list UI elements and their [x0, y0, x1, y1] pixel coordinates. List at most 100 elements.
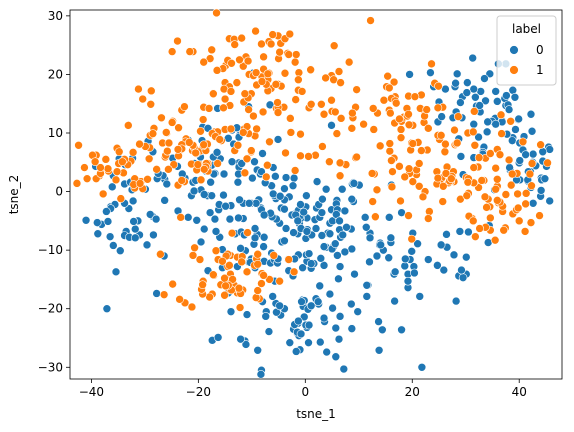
scatter-point-0 — [426, 68, 435, 77]
scatter-point-1 — [369, 125, 379, 134]
scatter-point-0 — [299, 312, 309, 322]
scatter-point-1 — [527, 159, 537, 168]
scatter-point-0 — [257, 167, 266, 176]
scatter-point-0 — [162, 179, 172, 189]
scatter-point-1 — [471, 232, 480, 241]
scatter-point-0 — [462, 88, 472, 97]
scatter-point-0 — [507, 136, 517, 145]
scatter-point-1 — [525, 169, 535, 179]
scatter-point-1 — [191, 148, 200, 158]
scatter-point-1 — [259, 271, 268, 280]
scatter-point-1 — [453, 112, 463, 121]
scatter-point-0 — [196, 237, 206, 247]
scatter-point-1 — [520, 227, 530, 236]
scatter-point-0 — [129, 217, 138, 226]
scatter-point-1 — [195, 255, 205, 264]
scatter-point-1 — [227, 228, 237, 238]
scatter-point-1 — [263, 69, 273, 79]
scatter-point-1 — [230, 40, 240, 49]
scatter-point-1 — [368, 104, 378, 113]
scatter-point-1 — [499, 225, 509, 235]
y-axis: −30 −20 −10 0 10 20 30 — [38, 9, 70, 374]
scatter-point-1 — [263, 160, 272, 170]
scatter-point-1 — [385, 146, 395, 156]
x-tick-label: 40 — [512, 385, 527, 399]
scatter-point-0 — [458, 273, 468, 282]
scatter-point-0 — [271, 172, 280, 181]
scatter-point-1 — [450, 125, 459, 135]
scatter-point-1 — [173, 145, 183, 154]
scatter-point-0 — [281, 173, 291, 182]
scatter-point-1 — [462, 191, 472, 200]
scatter-point-1 — [286, 114, 295, 123]
scatter-point-0 — [536, 186, 546, 195]
scatter-point-1 — [347, 124, 357, 133]
scatter-point-1 — [220, 273, 229, 283]
scatter-point-0 — [183, 213, 193, 222]
scatter-point-1 — [251, 293, 261, 302]
scatter-point-1 — [329, 41, 339, 51]
scatter-point-0 — [483, 117, 492, 127]
scatter-point-0 — [242, 310, 252, 319]
scatter-point-1 — [513, 189, 522, 199]
scatter-point-0 — [365, 257, 374, 267]
scatter-point-1 — [433, 173, 443, 183]
scatter-point-1 — [198, 280, 207, 290]
scatter-point-0 — [210, 214, 220, 224]
scatter-point-1 — [440, 147, 450, 157]
scatter-point-0 — [107, 182, 117, 192]
scatter-point-1 — [384, 83, 394, 93]
scatter-point-0 — [306, 259, 316, 268]
scatter-point-0 — [102, 304, 112, 314]
scatter-point-1 — [134, 84, 143, 94]
scatter-point-1 — [501, 190, 511, 199]
y-tick-label: −20 — [38, 302, 63, 316]
scatter-point-0 — [350, 269, 359, 279]
scatter-point-0 — [192, 215, 202, 225]
scatter-point-0 — [227, 157, 237, 166]
scatter-point-1 — [213, 159, 222, 168]
scatter-point-0 — [526, 109, 536, 119]
legend-entry-1: 1 — [536, 63, 544, 77]
scatter-point-1 — [284, 50, 294, 59]
scatter-point-0 — [145, 210, 155, 219]
scatter-point-1 — [366, 16, 375, 25]
scatter-point-0 — [306, 301, 316, 311]
scatter-point-0 — [280, 236, 289, 246]
scatter-point-1 — [486, 149, 495, 158]
scatter-point-0 — [322, 347, 331, 357]
scatter-point-1 — [368, 197, 377, 206]
scatter-point-1 — [156, 249, 165, 259]
scatter-point-0 — [280, 204, 289, 214]
scatter-point-1 — [527, 181, 536, 191]
scatter-point-0 — [316, 254, 326, 263]
scatter-point-1 — [482, 203, 491, 212]
scatter-point-0 — [340, 247, 350, 257]
scatter-point-1 — [321, 73, 330, 83]
scatter-point-1 — [220, 290, 229, 300]
scatter-point-1 — [375, 141, 385, 151]
scatter-point-1 — [286, 128, 296, 137]
scatter-point-1 — [253, 249, 263, 259]
scatter-point-0 — [397, 325, 406, 335]
scatter-point-1 — [344, 57, 354, 67]
scatter-point-1 — [243, 228, 252, 237]
scatter-point-0 — [528, 198, 538, 208]
scatter-point-0 — [480, 74, 489, 83]
scatter-point-1 — [408, 177, 418, 186]
scatter-point-0 — [256, 370, 266, 379]
scatter-point-0 — [93, 229, 103, 239]
scatter-point-0 — [319, 261, 329, 270]
scatter-point-0 — [403, 276, 413, 286]
scatter-point-1 — [504, 155, 514, 165]
scatter-point-1 — [289, 267, 299, 277]
scatter-point-1 — [291, 50, 301, 59]
scatter-point-0 — [312, 177, 322, 186]
scatter-point-1 — [395, 114, 404, 124]
scatter-point-1 — [422, 105, 432, 114]
scatter-point-1 — [518, 137, 528, 147]
scatter-point-1 — [253, 286, 263, 295]
scatter-point-0 — [474, 132, 483, 142]
scatter-point-1 — [391, 98, 401, 108]
scatter-point-1 — [469, 107, 479, 116]
